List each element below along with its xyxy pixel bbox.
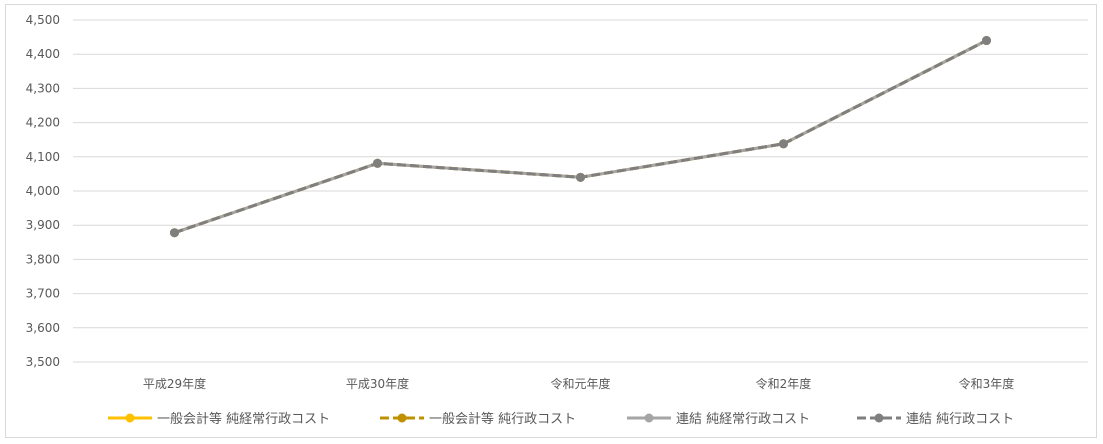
y-tick-label: 3,900	[26, 218, 60, 232]
x-tick-label: 令和元年度	[550, 376, 610, 391]
legend: 一般会計等 純経常行政コスト 一般会計等 純行政コスト 連結 純経常行政コスト 連結 …	[108, 411, 1014, 427]
series-line	[174, 39, 988, 235]
series-lines	[174, 39, 988, 235]
series-line	[174, 39, 988, 235]
data-point	[170, 228, 179, 238]
legend-marker	[874, 413, 884, 423]
gridlines	[73, 19, 1088, 363]
x-tick-label: 平成30年度	[346, 376, 409, 391]
y-tick-label: 3,500	[26, 355, 60, 369]
data-point	[576, 172, 585, 182]
data-point	[779, 139, 788, 149]
legend-item: 連結 純行政コスト	[857, 412, 1014, 427]
y-tick-label: 4,200	[26, 116, 60, 130]
y-tick-label: 4,400	[26, 47, 60, 61]
y-tick-label: 3,800	[26, 252, 60, 266]
legend-item: 一般会計等 純行政コスト	[380, 411, 576, 427]
x-tick-label: 令和2年度	[756, 376, 812, 391]
series-line	[174, 39, 988, 235]
series-points	[170, 36, 991, 238]
legend-marker	[644, 413, 654, 423]
legend-label: 一般会計等 純行政コスト	[429, 411, 576, 427]
y-tick-label: 4,300	[26, 81, 60, 95]
series-line	[174, 39, 988, 235]
legend-item: 連結 純経常行政コスト	[627, 412, 810, 427]
legend-marker	[125, 413, 135, 423]
legend-label: 連結 純行政コスト	[906, 412, 1014, 427]
legend-label: 連結 純経常行政コスト	[676, 412, 810, 427]
legend-item: 一般会計等 純経常行政コスト	[108, 411, 330, 427]
y-axis-tick-labels: 3,500 3,600 3,700 3,800 3,900 4,000 4,100 4,200…	[26, 13, 60, 369]
x-tick-label: 平成29年度	[143, 376, 206, 391]
x-tick-label: 令和3年度	[959, 376, 1015, 391]
data-point	[373, 158, 382, 168]
y-tick-label: 4,000	[26, 184, 60, 198]
legend-label: 一般会計等 純経常行政コスト	[157, 411, 330, 427]
legend-marker	[397, 413, 407, 423]
y-tick-label: 4,100	[26, 150, 60, 164]
y-tick-label: 4,500	[26, 13, 60, 27]
x-axis-tick-labels: 平成29年度 平成30年度 令和元年度 令和2年度 令和3年度	[143, 376, 1014, 391]
y-tick-label: 3,700	[26, 287, 60, 301]
y-tick-label: 3,600	[26, 321, 60, 335]
data-point	[982, 36, 991, 46]
